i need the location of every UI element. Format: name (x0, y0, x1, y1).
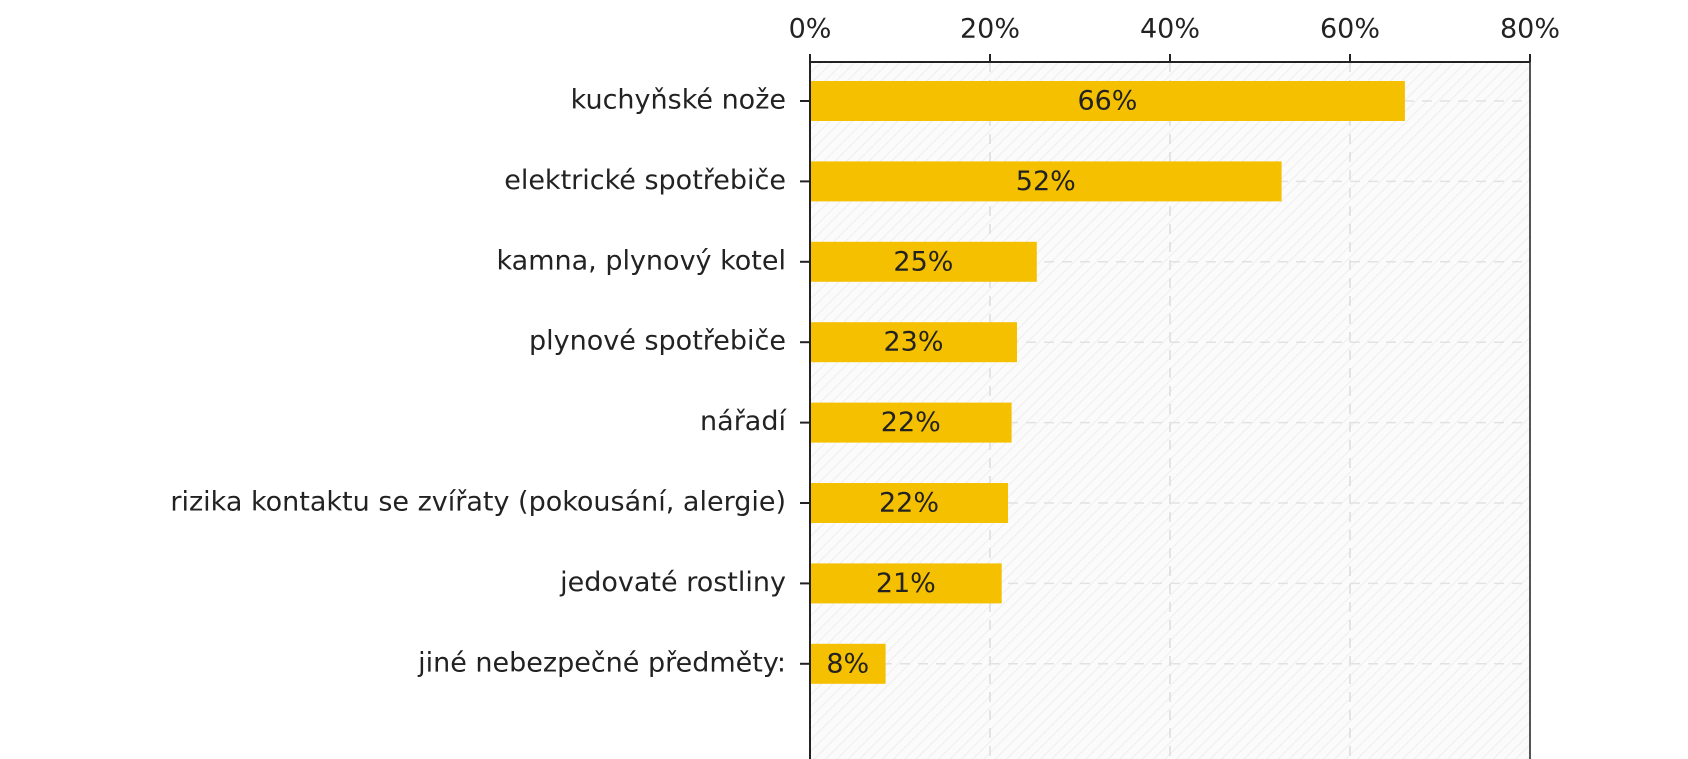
bar (810, 241, 1037, 282)
y-tick-label: rizika kontaktu se zvířaty (pokousání, a… (170, 487, 786, 518)
y-tick-label: elektrické spotřebiče (504, 165, 786, 196)
data-label: 22% (881, 407, 941, 438)
y-tick-label: plynové spotřebiče (529, 326, 786, 357)
y-tick-label: jiné nebezpečné předměty: (417, 647, 786, 678)
bar (810, 322, 1017, 363)
x-tick-label: 0% (789, 14, 832, 45)
x-tick-label: 80% (1500, 14, 1560, 45)
data-label: 8% (826, 648, 869, 679)
x-tick-label: 20% (960, 14, 1020, 45)
x-tick-label: 40% (1140, 14, 1200, 45)
y-tick-label: kamna, plynový kotel (496, 245, 786, 276)
data-label: 25% (893, 246, 953, 277)
y-tick-label: kuchyňské nože (571, 85, 786, 116)
data-label: 52% (1016, 166, 1076, 197)
y-tick-label: nářadí (700, 406, 787, 437)
bar (810, 483, 1008, 523)
bar (810, 81, 1405, 121)
data-label: 21% (876, 568, 936, 599)
bar (810, 643, 886, 684)
data-label: 23% (883, 327, 943, 358)
bar (810, 161, 1282, 202)
data-label: 66% (1077, 86, 1137, 117)
y-tick-label: jedovaté rostliny (559, 567, 786, 598)
data-label: 22% (879, 488, 939, 519)
bar (810, 563, 1002, 604)
x-tick-label: 60% (1320, 14, 1380, 45)
bar (810, 402, 1012, 443)
